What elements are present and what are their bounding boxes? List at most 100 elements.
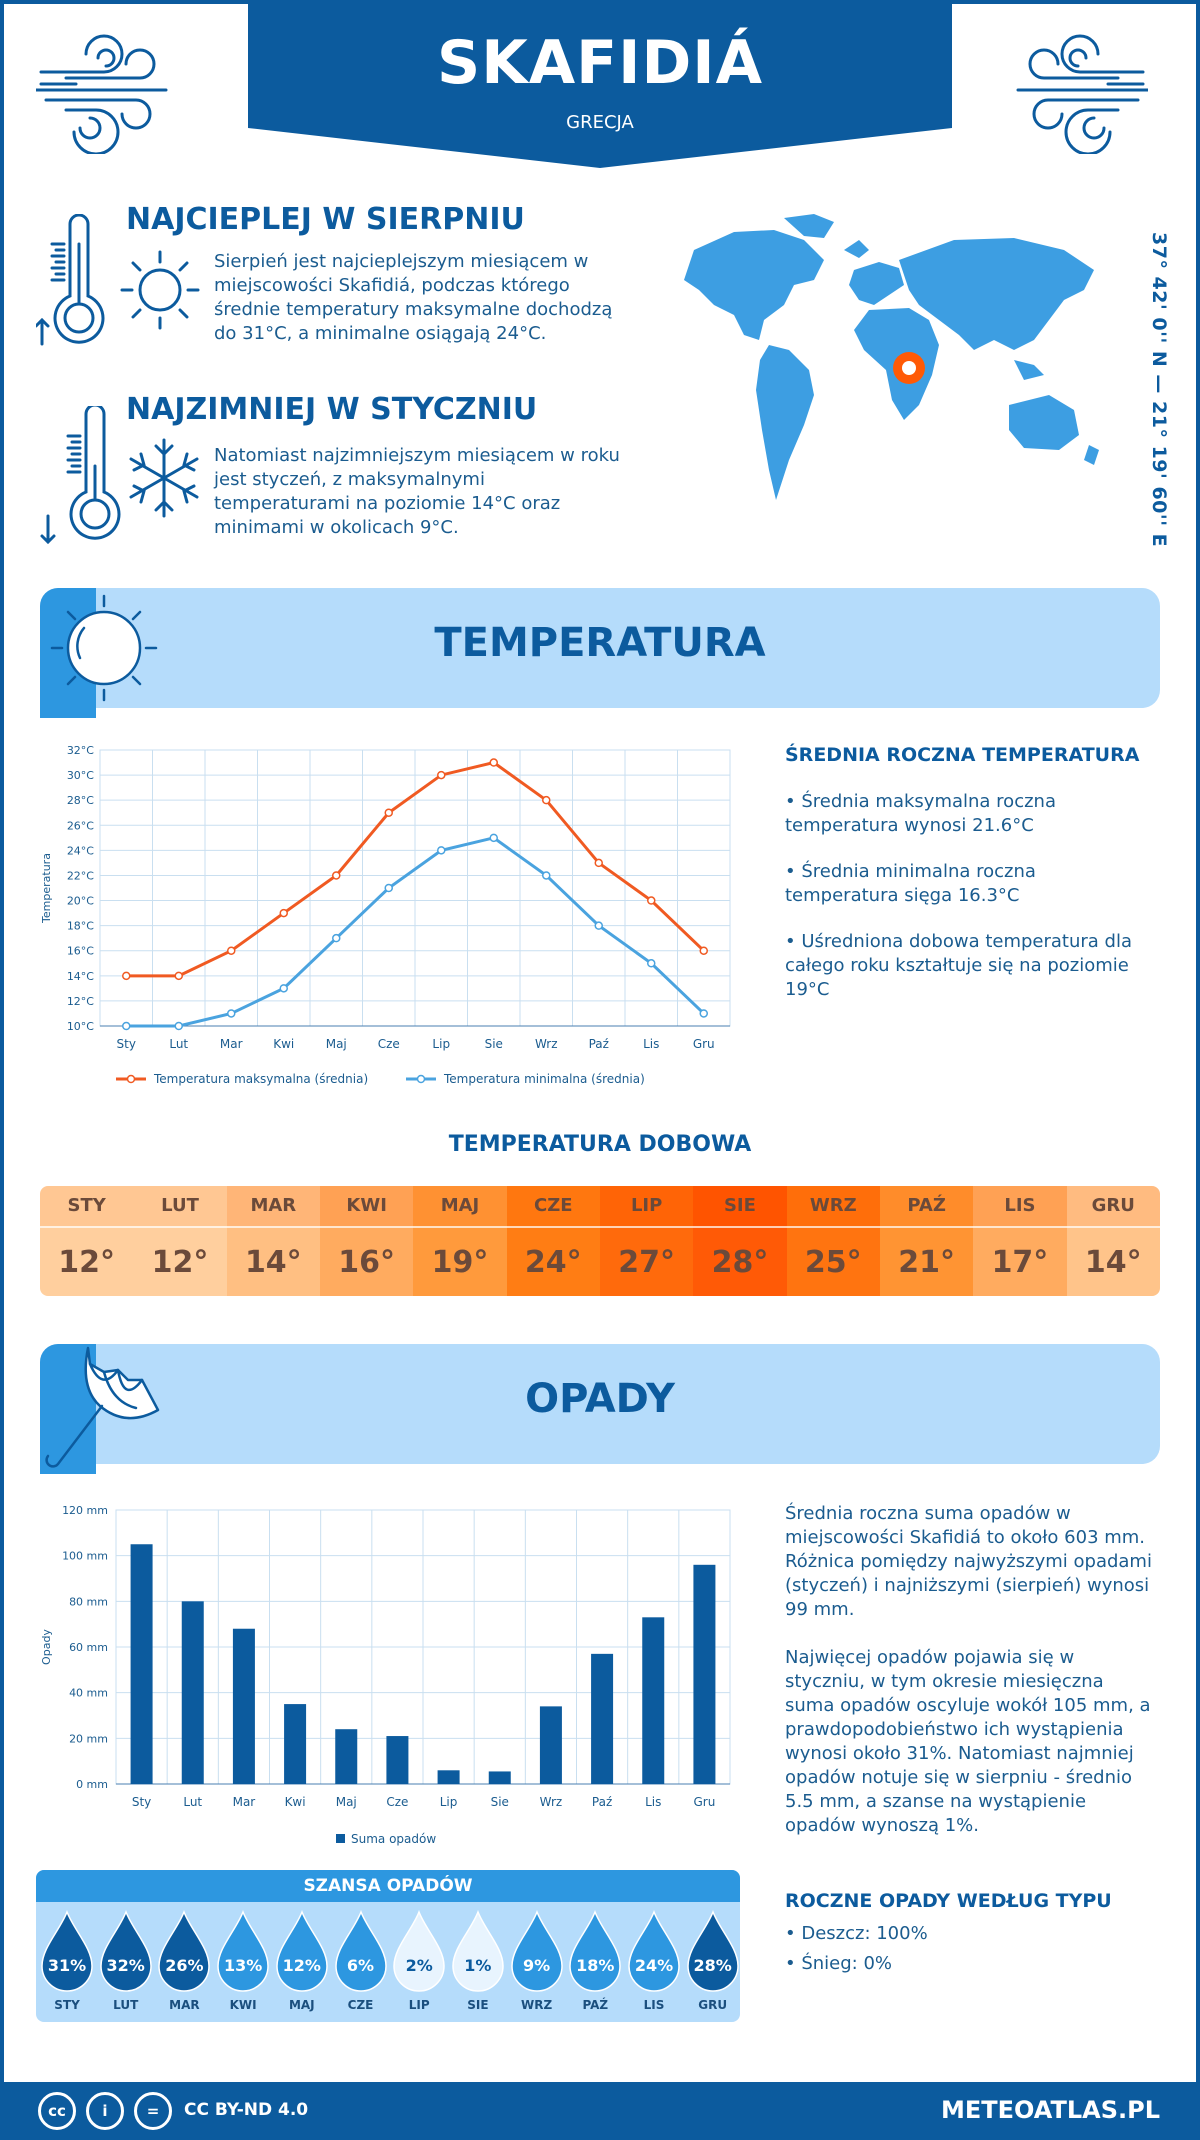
x-tick-label: Lis	[643, 1037, 659, 1051]
raindrop-icon	[686, 1909, 739, 1992]
daily-temp-cell: WRZ 25°	[786, 1186, 880, 1296]
sun-icon	[40, 588, 158, 718]
x-tick-label: Lis	[645, 1795, 661, 1809]
data-point	[384, 883, 393, 893]
rain-chance-month: MAR	[169, 1998, 200, 2012]
daily-temp-value: 14°	[226, 1226, 320, 1296]
bar	[130, 1544, 153, 1784]
data-point	[384, 808, 393, 817]
rain-chance-value: 31%	[47, 1956, 87, 1975]
data-point	[122, 1021, 131, 1031]
x-tick-label: Mar	[233, 1795, 256, 1809]
data-point	[699, 1009, 708, 1018]
raindrop-icon	[99, 1909, 152, 1992]
y-axis-label: Opady	[40, 1629, 53, 1665]
daily-temp-month: SIE	[693, 1186, 787, 1226]
y-tick-label: 10°C	[67, 1020, 94, 1033]
daily-temp-cell: KWI 16°	[319, 1186, 414, 1296]
rain-chance-month: LIS	[643, 1998, 665, 2012]
rain-chance-value: 32%	[106, 1956, 145, 1975]
umbrella-rain-icon	[40, 1344, 160, 1474]
thermometer-up-icon	[36, 214, 105, 346]
data-point	[489, 833, 498, 843]
y-tick-label: 120 mm	[62, 1504, 108, 1517]
y-tick-label: 20°C	[67, 895, 94, 908]
y-tick-label: 28°C	[67, 794, 94, 807]
x-tick-label: Gru	[693, 1037, 715, 1051]
rain-chance-value: 28%	[693, 1956, 732, 1975]
site-link[interactable]: METEOATLAS.PL	[940, 2096, 1160, 2124]
raindrop-icon	[393, 1909, 445, 1992]
y-tick-label: 20 mm	[69, 1732, 108, 1745]
x-tick-label: Lip	[440, 1795, 458, 1809]
daily-temp-month: MAR	[226, 1186, 320, 1226]
precip-title: OPADY	[525, 1376, 675, 1422]
cc-license-icon: cc	[38, 2092, 76, 2130]
data-point	[594, 921, 603, 930]
x-tick-label: Cze	[386, 1795, 408, 1809]
rain-chance-month: LIP	[408, 1998, 430, 2012]
y-tick-label: 100 mm	[62, 1550, 108, 1563]
rain-drop: 2%	[392, 1909, 446, 1992]
daily-temp-table: STY 12° LUT 12° MAR 14° KWI 16° MAJ 19° CZE 24° LIP 2…	[40, 1186, 1160, 1296]
data-point	[174, 1021, 183, 1031]
bar	[284, 1704, 307, 1784]
y-tick-label: 12°C	[67, 995, 94, 1008]
raindrop-icon	[158, 1909, 211, 1992]
rain-chance-month: PAŹ	[582, 1998, 609, 2012]
annual-temp-bullet: • Średnia maksymalna roczna temperatura …	[785, 791, 1056, 836]
data-point	[699, 946, 708, 955]
rain-chance-month: SIE	[467, 1998, 489, 2012]
daily-temp-value: 17°	[973, 1226, 1067, 1296]
no-derivatives-icon: =	[134, 2092, 172, 2130]
bar	[693, 1564, 716, 1784]
rain-drop: 9%	[510, 1909, 564, 1992]
y-tick-label: 40 mm	[69, 1687, 108, 1700]
daily-temp-cell: PAŹ 21°	[879, 1186, 974, 1296]
rain-chance-value: 1%	[464, 1956, 492, 1975]
x-tick-label: Paź	[592, 1795, 612, 1809]
x-tick-label: Lut	[169, 1037, 188, 1051]
legend-swatch	[336, 1834, 345, 1843]
rain-chance-value: 12%	[282, 1956, 321, 1975]
y-tick-label: 60 mm	[69, 1641, 108, 1654]
daily-temp-month: PAŹ	[879, 1186, 974, 1226]
rain-chance-month: STY	[54, 1998, 80, 2012]
y-tick-label: 80 mm	[69, 1595, 108, 1608]
daily-temp-value: 14°	[1066, 1226, 1160, 1296]
hottest-title: NAJCIEPLEJ W SIERPNIU	[126, 202, 525, 237]
coldest-text: Natomiast najzimniejszym miesiącem w rok…	[214, 445, 620, 538]
rain-drop: 28%	[686, 1909, 740, 1992]
precip-type-rain: • Deszcz: 100%	[785, 1923, 928, 1944]
legend-label: Temperatura maksymalna (średnia)	[153, 1072, 368, 1086]
bar	[488, 1771, 511, 1784]
y-tick-label: 14°C	[67, 970, 94, 983]
rain-chance-month: GRU	[698, 1998, 728, 2012]
data-point	[174, 971, 183, 981]
rain-chance-value: 26%	[165, 1956, 204, 1975]
daily-temp-value: 16°	[319, 1226, 414, 1296]
daily-temp-value: 27°	[599, 1226, 694, 1296]
rain-drop: 13%	[216, 1909, 270, 1992]
rain-drop: 1%	[451, 1909, 505, 1992]
coldest-title: NAJZIMNIEJ W STYCZNIU	[126, 392, 538, 427]
data-point	[279, 984, 288, 993]
x-tick-label: Sty	[132, 1795, 151, 1809]
data-point	[227, 946, 236, 955]
rain-drop: 6%	[334, 1909, 388, 1992]
bar	[232, 1628, 255, 1784]
y-tick-label: 24°C	[67, 844, 94, 857]
legend-marker	[416, 1074, 426, 1084]
bar	[181, 1601, 204, 1784]
daily-temp-cell: SIE 28°	[693, 1186, 787, 1296]
x-tick-label: Lut	[183, 1795, 202, 1809]
x-tick-label: Kwi	[285, 1795, 306, 1809]
x-tick-label: Maj	[336, 1795, 357, 1809]
annual-temp-heading: ŚREDNIA ROCZNA TEMPERATURA	[785, 744, 1140, 766]
rain-chance-value: 9%	[523, 1956, 551, 1975]
footer: cc i = CC BY-ND 4.0 METEOATLAS.PL	[0, 2082, 1200, 2140]
x-tick-label: Wrz	[535, 1037, 558, 1051]
daily-temp-cell: LIS 17°	[973, 1186, 1067, 1296]
daily-temp-value: 12°	[133, 1226, 227, 1296]
rain-chance-value: 18%	[576, 1956, 615, 1975]
